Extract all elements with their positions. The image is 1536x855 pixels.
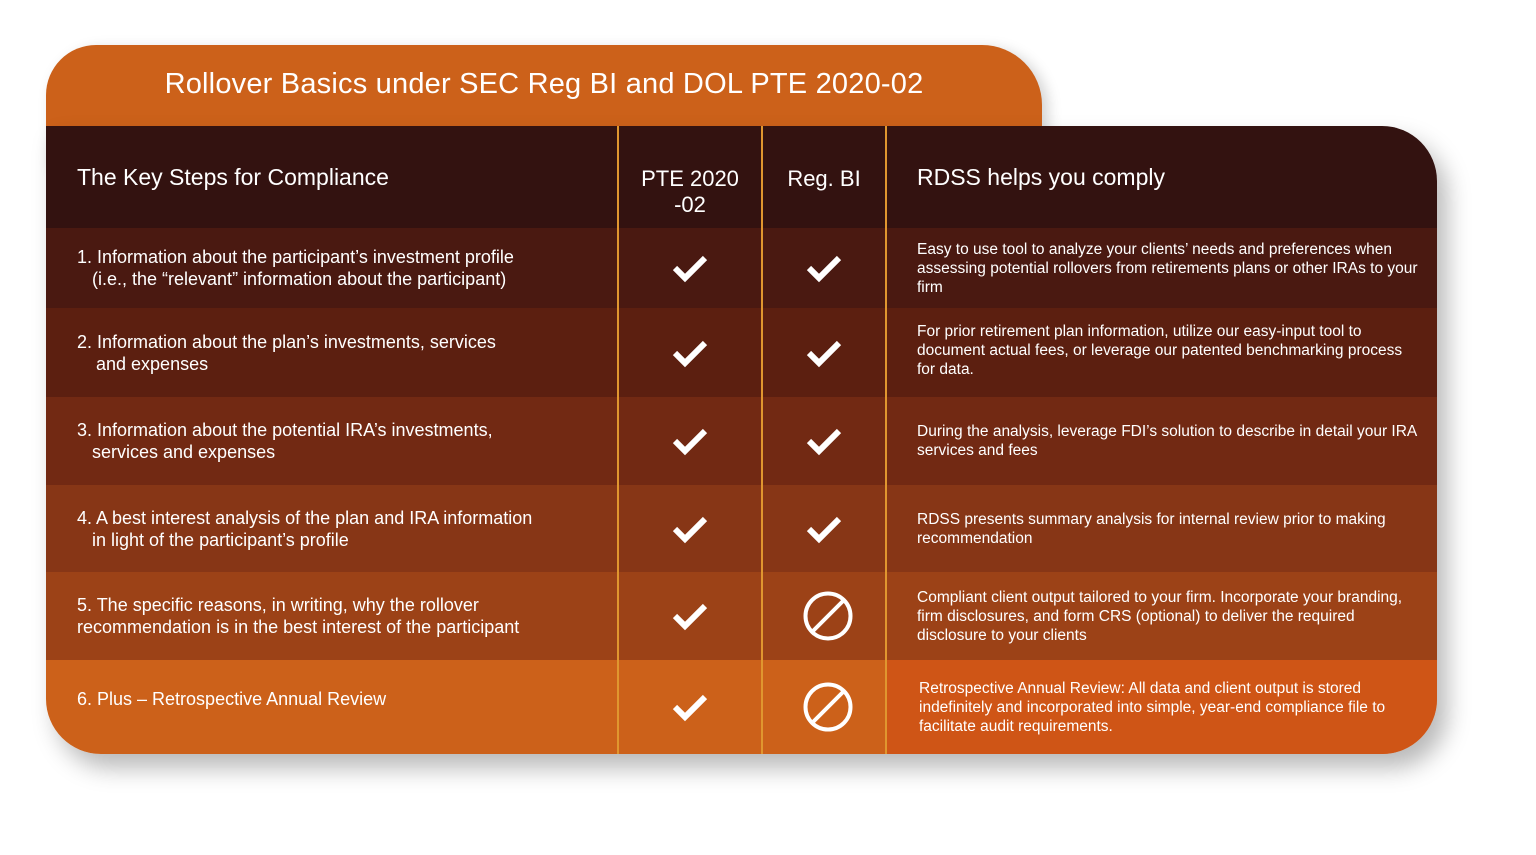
check-icon <box>671 426 709 456</box>
regbi-cell <box>762 572 886 660</box>
desc-cell: RDSS presents summary analysis for inter… <box>886 485 1437 572</box>
header-rdss: RDSS helps you comply <box>917 164 1165 190</box>
header-regbi: Reg. BI <box>787 166 861 191</box>
pte-cell <box>618 660 762 754</box>
header-steps: The Key Steps for Compliance <box>77 164 389 190</box>
table-row: 6. Plus – Retrospective Annual Review Re… <box>46 660 1437 754</box>
step-text-cont: in light of the participant’s profile <box>92 529 349 550</box>
column-divider <box>885 126 887 754</box>
step-text: 2. Information about the plan’s investme… <box>77 331 496 352</box>
step-text-cont: and expenses <box>96 353 209 374</box>
step-cell: 5. The specific reasons, in writing, why… <box>46 572 618 660</box>
column-divider <box>761 126 763 754</box>
pte-cell <box>618 572 762 660</box>
check-icon <box>671 692 709 722</box>
check-icon <box>671 601 709 631</box>
table-row: 1. Information about the participant’s i… <box>46 228 1437 308</box>
regbi-cell <box>762 308 886 397</box>
header-rdss-cell: RDSS helps you comply <box>886 126 1437 228</box>
check-icon <box>805 253 843 283</box>
desc-cell: Retrospective Annual Review: All data an… <box>886 660 1437 754</box>
header-pte-cell: PTE 2020 -02 <box>618 126 762 228</box>
check-icon <box>805 514 843 544</box>
header-pte-line1: PTE 2020 <box>641 166 739 191</box>
prohibited-icon <box>802 681 854 733</box>
step-text-cont: recommendation is in the best interest o… <box>77 617 520 637</box>
step-text: 3. Information about the potential IRA’s… <box>77 420 493 440</box>
compliance-table: The Key Steps for Compliance PTE 2020 -0… <box>46 126 1437 754</box>
step-text: 1. Information about the participant’s i… <box>77 247 514 267</box>
step-cell: 4. A best interest analysis of the plan … <box>46 485 618 572</box>
step-text-cont: (i.e., the “relevant” information about … <box>92 269 507 289</box>
desc-text: Compliant client output tailored to your… <box>917 588 1403 644</box>
desc-cell: For prior retirement plan information, u… <box>886 308 1437 397</box>
pte-cell <box>618 485 762 572</box>
desc-text: Retrospective Annual Review: All data an… <box>919 679 1386 735</box>
page-title: Rollover Basics under SEC Reg BI and DOL… <box>164 68 924 100</box>
pte-cell <box>618 308 762 397</box>
step-text: 5. The specific reasons, in writing, why… <box>77 595 479 615</box>
step-cell: 1. Information about the participant’s i… <box>46 228 618 308</box>
step-cell: 6. Plus – Retrospective Annual Review <box>46 660 618 754</box>
header-regbi-cell: Reg. BI <box>762 126 886 228</box>
check-icon <box>805 338 843 368</box>
regbi-cell <box>762 660 886 754</box>
regbi-cell <box>762 228 886 308</box>
desc-text: RDSS presents summary analysis for inter… <box>917 510 1386 547</box>
desc-text: Easy to use tool to analyze your clients… <box>917 240 1418 296</box>
table-row: 2. Information about the plan’s investme… <box>46 308 1437 397</box>
step-text: 4. A best interest analysis of the plan … <box>77 507 533 528</box>
table-row: 3. Information about the potential IRA’s… <box>46 397 1437 485</box>
step-cell: 3. Information about the potential IRA’s… <box>46 397 618 485</box>
desc-text: For prior retirement plan information, u… <box>917 323 1403 378</box>
table-header-row: The Key Steps for Compliance PTE 2020 -0… <box>46 126 1437 228</box>
table-row: 4. A best interest analysis of the plan … <box>46 485 1437 572</box>
desc-cell: During the analysis, leverage FDI’s solu… <box>886 397 1437 485</box>
header-pte-line2: -02 <box>674 192 706 217</box>
pte-cell <box>618 397 762 485</box>
check-icon <box>671 338 709 368</box>
check-icon <box>671 253 709 283</box>
step-text-cont: services and expenses <box>92 442 276 462</box>
pte-cell <box>618 228 762 308</box>
check-icon <box>805 426 843 456</box>
column-divider <box>617 126 619 754</box>
desc-cell: Compliant client output tailored to your… <box>886 572 1437 660</box>
desc-text: During the analysis, leverage FDI’s solu… <box>917 423 1417 459</box>
step-cell: 2. Information about the plan’s investme… <box>46 308 618 397</box>
regbi-cell <box>762 485 886 572</box>
desc-cell: Easy to use tool to analyze your clients… <box>886 228 1437 308</box>
header-steps-cell: The Key Steps for Compliance <box>46 126 618 228</box>
step-text: 6. Plus – Retrospective Annual Review <box>77 689 387 709</box>
table-row: 5. The specific reasons, in writing, why… <box>46 572 1437 660</box>
prohibited-icon <box>802 590 854 642</box>
regbi-cell <box>762 397 886 485</box>
check-icon <box>671 514 709 544</box>
